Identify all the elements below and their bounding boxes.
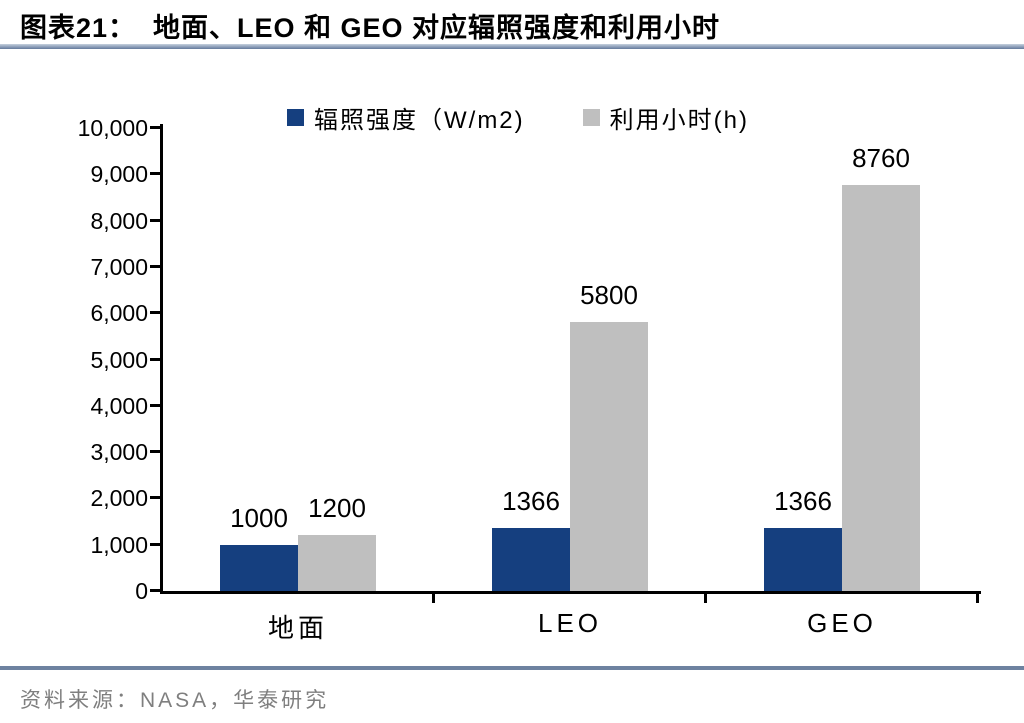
- x-axis-category-label: 地面: [267, 613, 328, 643]
- bar-value-label: 1000: [230, 502, 288, 533]
- bar-value-label: 1366: [502, 485, 560, 516]
- y-axis-tick-label: 7,000: [90, 253, 148, 280]
- y-axis-tick: [150, 311, 160, 315]
- bar-利用小时(h)-LEO: [570, 322, 648, 591]
- y-axis-line: [160, 124, 163, 594]
- bar-value-label: 8760: [852, 143, 910, 174]
- y-axis-tick: [150, 126, 160, 129]
- x-axis-tick: [432, 594, 435, 603]
- y-axis-tick: [150, 357, 160, 361]
- title-underline-rule: [0, 44, 1024, 49]
- y-axis-tick-label: 2,000: [90, 485, 148, 512]
- y-axis-tick: [150, 496, 160, 500]
- bar-利用小时(h)-地面: [298, 535, 376, 591]
- y-axis-tick-label: 6,000: [90, 300, 148, 327]
- bar-辐照强度（W/m2)-地面: [220, 544, 298, 591]
- legend-item-utilization-hours: 利用小时(h): [582, 100, 749, 135]
- chart-legend: 辐照强度（W/m2) 利用小时(h): [287, 100, 749, 135]
- bar-value-label: 5800: [580, 280, 638, 311]
- legend-swatch-irradiance-icon: [287, 109, 304, 126]
- y-axis-tick-label: 8,000: [90, 207, 148, 234]
- bar-辐照强度（W/m2)-GEO: [764, 527, 842, 591]
- y-axis-tick: [150, 403, 160, 407]
- y-axis-tick-label: 0: [135, 578, 148, 604]
- legend-label-irradiance: 辐照强度（W/m2): [314, 107, 525, 134]
- legend-swatch-utilization-hours-icon: [582, 109, 600, 126]
- legend-item-irradiance: 辐照强度（W/m2): [287, 100, 525, 135]
- y-axis-tick: [150, 264, 160, 268]
- y-axis-tick-label: 5,000: [90, 346, 148, 373]
- y-axis-tick: [150, 589, 160, 592]
- y-axis-tick: [150, 450, 160, 454]
- bar-利用小时(h)-GEO: [842, 185, 920, 591]
- y-axis-tick: [150, 542, 160, 546]
- bottom-divider-rule: [0, 666, 1024, 670]
- y-axis-tick: [150, 172, 160, 176]
- x-axis-category-label: GEO: [807, 608, 877, 638]
- x-axis-line: [160, 591, 981, 594]
- y-axis-tick-label: 1,000: [90, 531, 148, 558]
- bar-辐照强度（W/m2)-LEO: [492, 527, 570, 591]
- y-axis-tick-label: 9,000: [90, 161, 148, 188]
- source-note: 资料来源：NASA，华泰研究: [20, 689, 330, 712]
- y-axis-tick-label: 3,000: [90, 439, 148, 466]
- legend-label-utilization-hours: 利用小时(h): [609, 107, 749, 134]
- y-axis-tick: [150, 218, 160, 222]
- bar-value-label: 1200: [308, 493, 366, 524]
- x-axis-tick: [704, 594, 707, 603]
- y-axis-tick-label: 10,000: [77, 115, 148, 141]
- x-axis-tick: [976, 594, 979, 603]
- bar-value-label: 1366: [774, 485, 832, 516]
- x-axis-category-label: LEO: [537, 608, 603, 638]
- figure-title: 图表21： 地面、LEO 和 GEO 对应辐照强度和利用小时: [20, 13, 721, 43]
- y-axis-tick-label: 4,000: [90, 392, 148, 419]
